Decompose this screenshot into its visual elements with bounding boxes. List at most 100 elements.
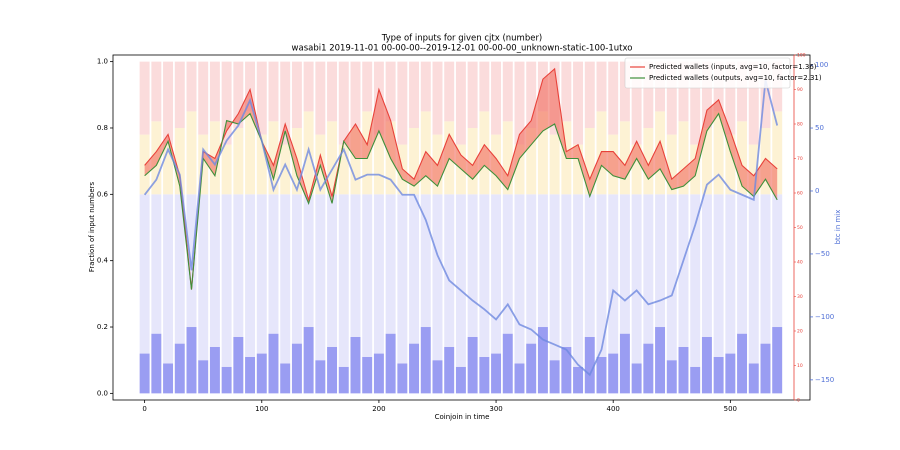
bar-segment: [631, 363, 642, 394]
bar-segment: [643, 127, 654, 195]
bar-segment: [373, 134, 384, 195]
bar-segment: [666, 360, 677, 394]
bar-segment: [748, 61, 759, 145]
bar-segment: [455, 194, 466, 367]
bar-segment: [725, 61, 736, 135]
bar-segment: [233, 61, 244, 128]
x-tick-label: 300: [489, 405, 502, 413]
bar-segment: [725, 134, 736, 195]
bar-segment: [151, 194, 162, 334]
bar-segment: [409, 343, 420, 394]
bar-segment: [701, 61, 712, 128]
bar-segment: [608, 194, 619, 354]
bar-segment: [338, 366, 349, 394]
y-tick-label: 0.8: [97, 124, 108, 132]
bar-segment: [737, 121, 748, 195]
bar-segment: [338, 61, 349, 145]
bar-segment: [537, 194, 548, 328]
bar-segment: [725, 194, 736, 354]
bar-segment: [221, 144, 232, 195]
bar-segment: [619, 121, 630, 195]
bar-segment: [209, 61, 220, 122]
bar-segment: [209, 346, 220, 394]
bar-segment: [701, 194, 712, 337]
line-series: [144, 112, 778, 290]
y-tick-label: 0.2: [97, 323, 108, 331]
bar-segment: [373, 353, 384, 394]
bar-segment: [748, 144, 759, 195]
bar-segment: [772, 194, 783, 328]
bar-segment: [514, 363, 525, 394]
bar-segment: [537, 327, 548, 394]
bar-segment: [163, 363, 174, 394]
bar-segment: [315, 61, 326, 135]
bar-segment: [631, 144, 642, 195]
y2-tick-label: 60: [797, 191, 803, 197]
bar-segment: [198, 194, 209, 361]
bar-segment: [338, 194, 349, 367]
bar-segment: [584, 127, 595, 195]
bar-segment: [315, 360, 326, 394]
y-axis-label: Fraction of input numbers: [88, 181, 96, 272]
bar-segment: [139, 134, 150, 195]
bar-segment: [338, 144, 349, 195]
bar-segment: [561, 194, 572, 347]
bar-segment: [479, 61, 490, 112]
bar-segment: [655, 194, 666, 328]
bar-segment: [502, 194, 513, 334]
bar-segment: [619, 194, 630, 334]
bar-segment: [268, 194, 279, 334]
y2-tick-label: 10: [797, 363, 803, 369]
bar-segment: [678, 61, 689, 122]
bar-segment: [608, 353, 619, 394]
bar-segment: [596, 194, 607, 357]
bar-segment: [350, 61, 361, 128]
bar-segment: [268, 61, 279, 122]
y3-tick-label: 50: [815, 124, 824, 132]
bar-segment: [409, 127, 420, 195]
bar-segment: [327, 194, 338, 347]
y3-tick-label: −50: [815, 250, 830, 258]
bar-segment: [514, 194, 525, 364]
bar-segment: [327, 121, 338, 195]
bar-segment: [174, 194, 185, 344]
bar-segment: [303, 327, 314, 394]
bar-segment: [256, 134, 267, 195]
y-tick-label: 0.6: [97, 190, 109, 198]
bar-segment: [291, 194, 302, 344]
bar-segment: [420, 61, 431, 112]
bar-segment: [573, 366, 584, 394]
bar-segment: [584, 336, 595, 394]
legend-box: [624, 57, 791, 89]
bar-segment: [315, 194, 326, 361]
bar-segment: [350, 127, 361, 195]
bar-segment: [608, 61, 619, 135]
bar-segment: [549, 360, 560, 394]
y-tick-label: 1.0: [97, 58, 108, 66]
bar-segment: [174, 127, 185, 195]
bar-segment: [139, 353, 150, 394]
bar-segment: [573, 144, 584, 195]
bar-segment: [491, 61, 502, 135]
bar-segment: [455, 366, 466, 394]
bar-segment: [561, 61, 572, 122]
bar-segment: [596, 356, 607, 394]
x-tick-label: 200: [372, 405, 385, 413]
bar-segment: [186, 327, 197, 394]
bar-segment: [163, 194, 174, 364]
line-series: [143, 79, 779, 377]
bar-segment: [502, 121, 513, 195]
bar-segment: [772, 327, 783, 394]
y3-axis-label: btc in mix: [834, 210, 842, 245]
bar-segment: [186, 111, 197, 195]
bar-segment: [256, 61, 267, 135]
bar-segment: [643, 343, 654, 394]
bar-segment: [198, 360, 209, 394]
bar-segment: [467, 336, 478, 394]
bar-segment: [397, 363, 408, 394]
bar-segment: [280, 61, 291, 145]
bar-segment: [549, 134, 560, 195]
bar-segment: [174, 343, 185, 394]
bar-segment: [678, 346, 689, 394]
